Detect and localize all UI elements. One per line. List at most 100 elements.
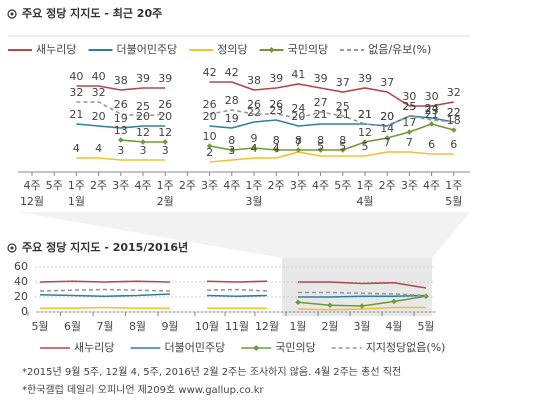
data-label: 42 [225,66,239,79]
title-icon [10,246,14,250]
data-label: 40 [69,70,83,83]
data-label: 20 [291,110,305,123]
data-label: 8 [339,134,346,147]
y-tick-label: 0 [21,305,28,318]
data-label: 5 [362,140,369,153]
x-tick-label: 9월 [161,320,178,333]
data-label: 42 [203,66,217,79]
zoom-band [18,212,470,258]
data-label: 4 [95,142,102,155]
data-label: 7 [295,136,302,149]
marker [229,147,235,153]
data-label: 18 [447,114,461,127]
series-line [76,151,454,163]
marker [451,127,457,133]
series-line [76,101,454,127]
legend-marker [268,47,275,53]
x-tick-label: 8월 [129,320,146,333]
x-tick-label: 3월 [353,320,370,333]
data-label: 20 [380,110,394,123]
series-line [39,280,427,289]
data-label: 13 [114,124,128,137]
x-tick-label: 2주 [90,179,107,192]
legend-marker [253,345,260,351]
marker [162,139,168,145]
data-label: 21 [425,108,439,121]
data-label: 38 [114,74,128,87]
x-tick-label: 5주 [46,179,63,192]
data-label: 19 [114,112,128,125]
x-tick-label: 11월 [225,320,249,333]
marker [428,121,435,127]
data-label: 3 [140,144,147,157]
x-tick-label: 4주 [423,179,440,192]
x-month-label: 1월 [68,195,85,208]
data-label: 12 [358,126,372,139]
x-tick-label: 2주 [179,179,196,192]
x-tick-label: 3주 [401,179,418,192]
data-label: 12 [136,126,150,139]
legend-label: 지지정당없음(%) [366,341,446,354]
x-tick-label: 4월 [385,320,402,333]
data-label: 2 [206,146,213,159]
legend-label: 더불어민주당 [116,43,177,56]
data-label: 3 [117,144,124,157]
x-month-label: 4월 [356,195,373,208]
x-month-label: 2월 [157,195,174,208]
marker [118,137,124,143]
data-label: 5 [339,140,346,153]
marker [391,298,397,305]
marker [251,145,257,151]
data-label: 20 [136,110,150,123]
data-label: 39 [158,72,172,85]
data-label: 27 [314,96,328,109]
marker [406,129,413,135]
data-label: 30 [402,90,416,103]
x-tick-label: 1주 [245,179,262,192]
x-month-label: 12월 [20,195,44,208]
data-label: 22 [247,106,261,119]
x-tick-label: 7월 [96,320,113,333]
data-label: 20 [380,110,394,123]
data-label: 39 [314,72,328,85]
data-label: 24 [425,102,439,115]
data-label: 9 [251,132,258,145]
data-label: 10 [203,130,217,143]
y-tick-label: 40 [14,275,28,288]
data-label: 21 [336,108,350,121]
legend-label: 새누리당 [36,43,76,56]
x-tick-label: 2주 [379,179,396,192]
data-label: 38 [247,74,261,87]
marker [206,143,213,149]
series-line [76,81,454,107]
series-line [40,306,426,311]
legend-label: 더불어민주당 [164,341,225,354]
footnote: *한국갤럽 데일리 오피니언 제209호 www.gallup.co.kr [22,384,265,396]
data-label: 23 [425,104,439,117]
marker [317,147,324,153]
x-tick-label: 10월 [195,320,219,333]
data-label: 21 [69,108,83,121]
data-label: 8 [273,134,280,147]
data-label: 22 [447,106,461,119]
data-label: 20 [158,110,172,123]
marker [327,302,333,309]
data-label: 8 [317,134,324,147]
x-tick-label: 3주 [112,179,129,192]
data-label: 26 [114,98,128,111]
x-tick-label: 3주 [201,179,218,192]
data-label: 7 [384,136,391,149]
data-label: 6 [428,138,435,151]
x-tick-label: 4주 [223,179,240,192]
data-label: 40 [92,70,106,83]
x-tick-label: 12월 [255,320,279,333]
data-label: 8 [228,134,235,147]
data-label: 14 [380,122,394,135]
data-label: 8 [295,134,302,147]
data-label: 6 [450,138,457,151]
y-tick-label: 60 [14,260,28,273]
series-line [39,288,427,297]
data-label: 21 [314,108,328,121]
data-label: 39 [136,72,150,85]
